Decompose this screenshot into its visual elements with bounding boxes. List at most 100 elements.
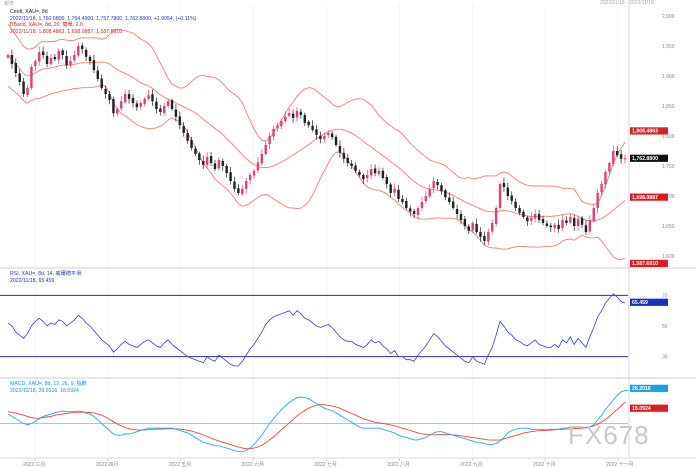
- candle-body: [53, 57, 57, 60]
- price-axis-tick: 1,750: [662, 164, 675, 170]
- x-axis-tick: 2022 十月: [533, 461, 556, 468]
- candle-body: [623, 158, 627, 160]
- candle-body: [526, 217, 529, 222]
- candle-body: [475, 223, 478, 232]
- candle-body: [213, 163, 217, 169]
- candle-body: [311, 125, 314, 130]
- candle-body: [112, 99, 115, 114]
- candle-body: [522, 211, 525, 217]
- candle-body: [502, 183, 506, 187]
- candle-body: [69, 61, 72, 66]
- candle-body: [233, 181, 236, 189]
- candle-body: [557, 224, 560, 229]
- candle-body: [38, 52, 41, 62]
- signal-value-tag-bg: [630, 404, 668, 412]
- macd-value-tag: 28.2016: [632, 386, 651, 392]
- candle-body: [444, 190, 447, 198]
- candle-body: [416, 208, 420, 215]
- candle-body: [366, 175, 369, 179]
- candle-body: [584, 225, 588, 232]
- candle-body: [561, 220, 564, 229]
- macd-panel: [0, 389, 629, 453]
- candle-body: [483, 235, 486, 241]
- candle-body: [358, 171, 361, 175]
- candle-body: [315, 129, 318, 135]
- candle-body: [135, 103, 139, 108]
- candle-body: [77, 46, 80, 56]
- bband-middle-tag-bg: [630, 193, 668, 201]
- candle-body: [190, 139, 193, 148]
- price-legend-values: 2022/11/18, 1,760.6800, 1,764.4900, 1,75…: [10, 15, 197, 22]
- candle-body: [49, 58, 53, 64]
- candle-body: [272, 128, 275, 137]
- candle-body: [237, 188, 240, 193]
- rsi-panel: [0, 293, 628, 367]
- candle-body: [65, 55, 68, 66]
- candle-body: [471, 223, 474, 231]
- candle-body: [553, 224, 556, 229]
- candle-body: [615, 151, 619, 156]
- candle-body: [299, 111, 303, 115]
- price-axis-tick: 1,700: [662, 194, 675, 200]
- x-axis-tick: 2022 八月: [387, 462, 410, 468]
- macd-legend: MACD, XAU=, 8d, 12, 26, 9, 指數 2022/11/18…: [10, 381, 87, 394]
- candle-body: [342, 152, 346, 159]
- bband-middle-tag: 1,698.0887: [632, 195, 658, 201]
- price-axis-tick: 1,600: [662, 254, 675, 260]
- candle-body: [178, 116, 182, 126]
- candle-body: [491, 223, 494, 232]
- price-axis-tick: 1,800: [662, 134, 675, 140]
- candle-body: [440, 185, 443, 192]
- candle-body: [108, 94, 111, 100]
- candle-body: [174, 109, 178, 117]
- candle-body: [127, 94, 131, 99]
- candle-body: [537, 214, 541, 220]
- candle-body: [307, 121, 310, 126]
- candle-body: [608, 163, 611, 172]
- candle-body: [389, 184, 392, 193]
- candle-body: [565, 220, 568, 223]
- candle-body: [405, 201, 408, 208]
- rsi-value-tag-bg: [630, 298, 668, 306]
- bband-legend-title: BBand, XAU=, 8d, 20, 簡單, 2.0: [10, 22, 83, 29]
- candle-body: [194, 148, 197, 154]
- candle-body: [57, 50, 60, 60]
- candle-body: [619, 154, 623, 159]
- candle-body: [139, 103, 142, 107]
- candle-body: [596, 193, 599, 208]
- candle-body: [612, 151, 615, 164]
- rsi-legend-values: 2022/11/18, 65.459: [10, 277, 55, 284]
- candle-body: [573, 217, 576, 226]
- candle-body: [295, 110, 299, 118]
- candle-body: [377, 170, 381, 175]
- candle-body: [264, 145, 267, 154]
- x-axis-tick: 2022 九月: [460, 461, 483, 468]
- candle-body: [401, 199, 404, 202]
- candle-body: [362, 175, 365, 180]
- candle-body: [280, 121, 283, 127]
- candle-body: [569, 217, 572, 223]
- candle-body: [198, 153, 201, 160]
- candle-body: [381, 170, 385, 178]
- candle-body: [18, 73, 21, 82]
- candle-body: [209, 156, 213, 163]
- candle-body: [409, 208, 412, 212]
- macd-legend-title: MACD, XAU=, 8d, 12, 26, 9, 指數: [10, 381, 87, 387]
- price-axis-tick: 1,900: [662, 74, 675, 80]
- candle-body: [252, 170, 256, 176]
- candle-body: [45, 55, 49, 64]
- last-price-tag-bg: [630, 154, 668, 162]
- candle-body: [30, 67, 33, 88]
- bband-lower-tag: 1,587.6910: [632, 261, 658, 267]
- candle-body: [498, 184, 502, 208]
- price-legend-title: Cmdt, XAU=, 8d: [10, 9, 48, 15]
- candle-body: [545, 223, 549, 226]
- candle-body: [88, 56, 92, 61]
- candle-body: [248, 175, 252, 181]
- candle-body: [159, 108, 162, 112]
- candle-body: [34, 61, 37, 67]
- candle-body: [96, 70, 100, 79]
- candle-body: [303, 115, 306, 123]
